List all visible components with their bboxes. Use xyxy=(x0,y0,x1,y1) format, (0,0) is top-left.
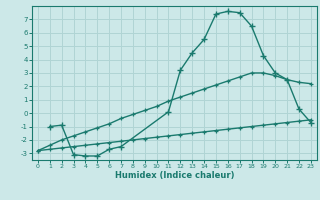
X-axis label: Humidex (Indice chaleur): Humidex (Indice chaleur) xyxy=(115,171,234,180)
